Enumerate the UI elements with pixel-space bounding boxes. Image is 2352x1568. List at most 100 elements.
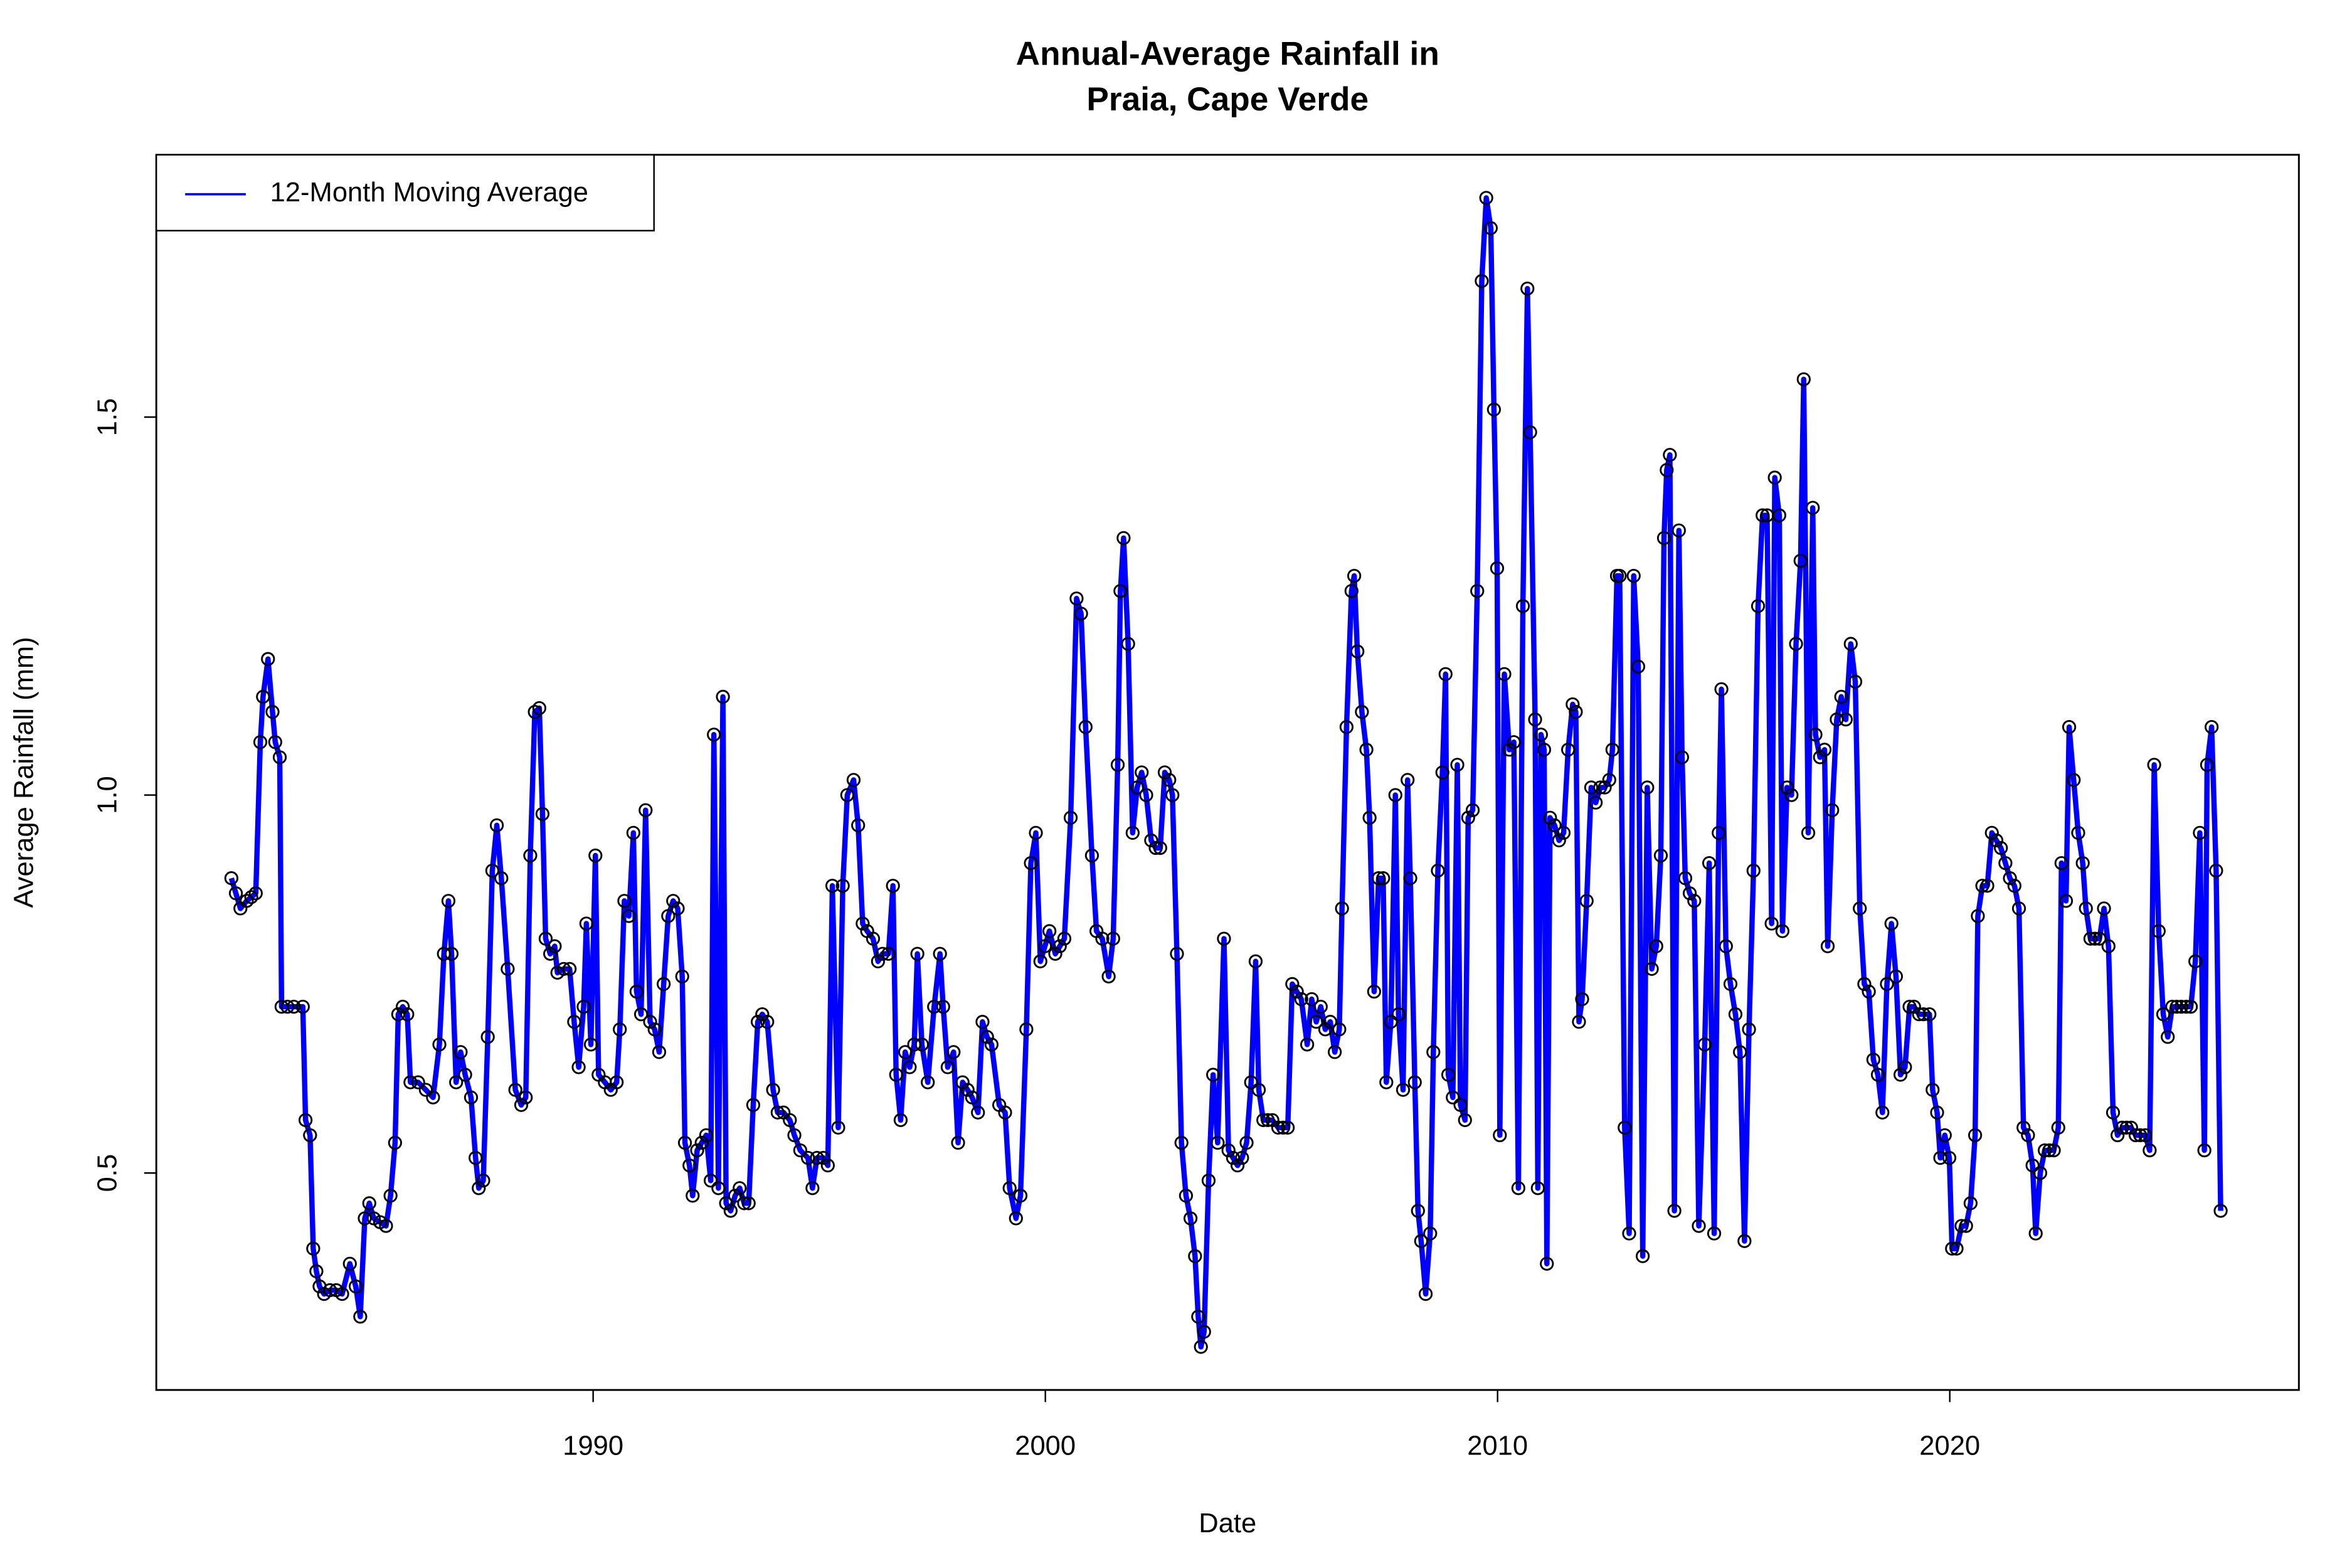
data-point [1663, 448, 1677, 462]
data-point [1362, 810, 1377, 825]
data-point [666, 894, 681, 908]
data-point [349, 1279, 363, 1294]
data-point [746, 1098, 761, 1112]
data-point [244, 890, 258, 904]
data-point [2021, 1128, 2035, 1143]
data-point [1767, 470, 1782, 485]
data-point [2188, 954, 2203, 968]
data-point [1569, 704, 1583, 719]
data-point [921, 1075, 935, 1089]
data-point [1862, 984, 1876, 999]
data-point [1719, 939, 1733, 953]
data-point [1825, 803, 1840, 817]
data-point [716, 689, 730, 704]
data-point [622, 909, 636, 923]
data-point [2183, 999, 2198, 1014]
data-point [2119, 1120, 2134, 1135]
data-point [2179, 999, 2193, 1014]
data-point [1423, 1226, 1438, 1241]
data-point [1130, 780, 1145, 795]
data-point [825, 879, 840, 893]
data-point [1113, 584, 1128, 598]
data-point [1737, 1234, 1752, 1248]
data-point [1838, 712, 1853, 727]
data-point [1714, 682, 1729, 697]
data-point [2165, 999, 2180, 1014]
data-point [965, 1090, 980, 1104]
data-point [1507, 735, 1521, 750]
data-point [1959, 1219, 1973, 1233]
data-point [2075, 856, 2090, 871]
data-point [1379, 1075, 1394, 1089]
data-point [1707, 1226, 1722, 1241]
data-point [1930, 1105, 1944, 1120]
data-point [563, 961, 577, 976]
data-point [1431, 864, 1445, 878]
data-point [936, 999, 950, 1014]
data-point [441, 894, 456, 908]
data-point [1165, 788, 1180, 802]
data-point [1174, 1135, 1189, 1150]
data-point [1547, 818, 1562, 832]
data-point [1756, 508, 1770, 522]
data-point [1029, 825, 1043, 840]
data-point [240, 894, 254, 908]
data-point [1101, 969, 1116, 983]
data-point [886, 879, 900, 893]
data-point [1261, 1113, 1275, 1127]
data-point [1520, 281, 1535, 296]
data-point [1613, 568, 1627, 583]
data-point [449, 1075, 464, 1089]
data-point [508, 1083, 522, 1097]
data-point [766, 1083, 780, 1097]
data-point [2106, 1105, 2121, 1120]
data-point [1552, 833, 1566, 848]
data-point [1490, 561, 1505, 576]
data-point [1857, 977, 1872, 992]
data-point [1210, 1135, 1225, 1150]
data-point [643, 1015, 657, 1029]
data-point [1148, 840, 1163, 856]
data-point [1396, 1083, 1411, 1097]
data-point [1135, 765, 1149, 780]
data-point [1796, 372, 1811, 386]
y-tick-label: 0.5 [93, 1154, 123, 1192]
data-point [388, 1135, 403, 1150]
data-point [1789, 637, 1803, 651]
data-point [846, 773, 861, 787]
data-point [1671, 523, 1686, 538]
data-point [1702, 856, 1717, 871]
data-point [2028, 1226, 2043, 1241]
data-point [951, 1135, 965, 1150]
data-point [1565, 697, 1580, 712]
data-point [1742, 1022, 1756, 1037]
data-point [1806, 501, 1820, 515]
data-point [2062, 720, 2077, 734]
data-point [984, 1037, 999, 1052]
data-point [543, 946, 558, 961]
data-point [898, 1045, 913, 1059]
data-point [1019, 1022, 1034, 1037]
data-point [265, 704, 280, 719]
data-point [2079, 901, 2093, 916]
data-point [638, 803, 653, 817]
data-point [728, 1189, 743, 1203]
data-point [613, 1022, 627, 1037]
data-point [1244, 1075, 1258, 1089]
data-point [1933, 1150, 1947, 1165]
data-point [1733, 1045, 1747, 1059]
x-axis-label: Date [1199, 1508, 1256, 1539]
data-point [1540, 1256, 1554, 1271]
data-point [1191, 1310, 1205, 1324]
data-point [1945, 1241, 1959, 1256]
y-axis-label: Average Rainfall (mm) [9, 637, 40, 908]
data-point [1912, 1007, 1926, 1022]
data-point [1984, 825, 1999, 840]
data-point [1407, 1075, 1422, 1089]
data-point [1391, 1007, 1406, 1022]
data-point [980, 1030, 994, 1044]
data-point [2197, 1143, 2212, 1158]
data-point [480, 1030, 495, 1044]
data-point [472, 1181, 486, 1195]
data-point [2169, 999, 2184, 1014]
